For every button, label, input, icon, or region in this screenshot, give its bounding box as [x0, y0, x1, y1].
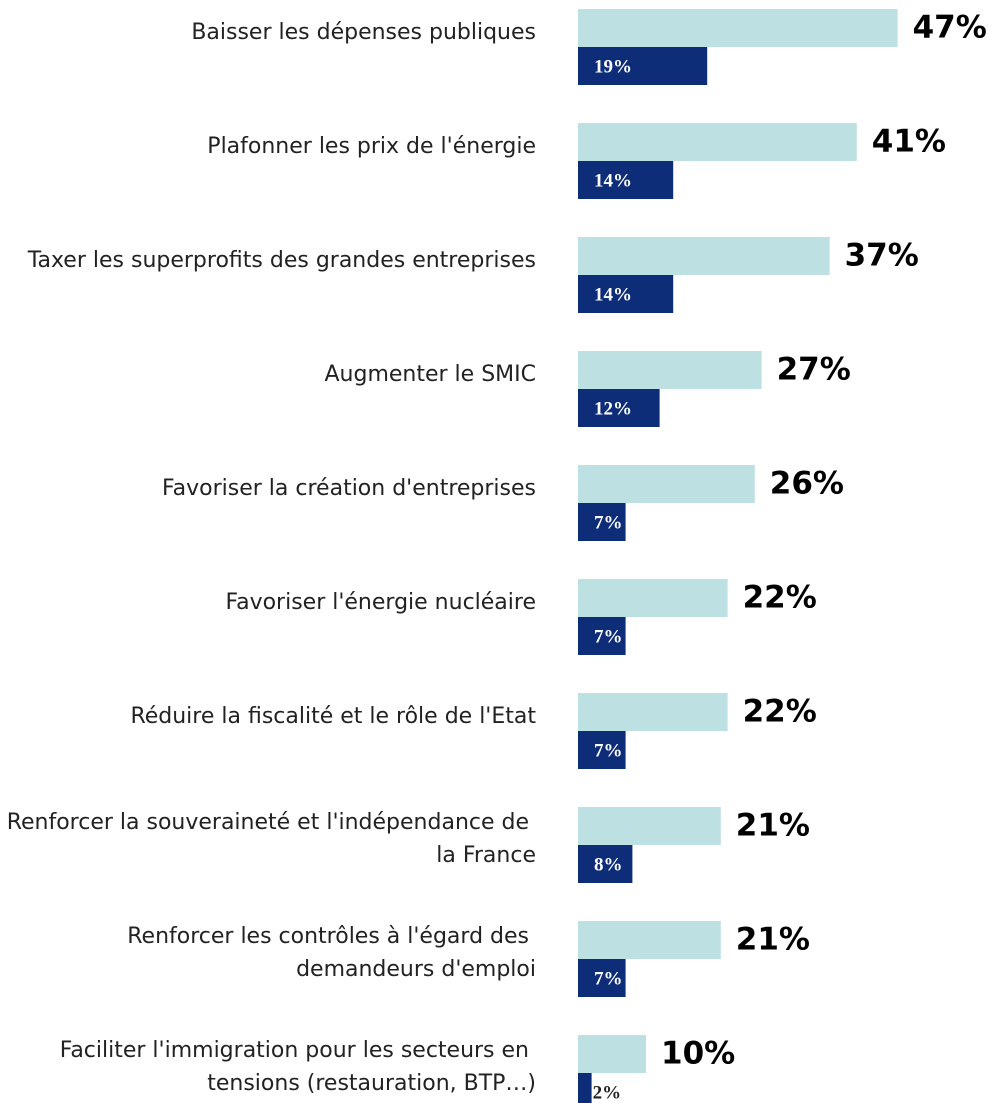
value-label: 7%: [594, 512, 623, 533]
category-label: Taxer les superprofits des grandes entre…: [27, 248, 536, 273]
value-label: 7%: [594, 968, 623, 989]
category-label: Faciliter l'immigration pour les secteur…: [60, 1038, 536, 1096]
bar: [578, 1073, 592, 1103]
category-label: Réduire la fiscalité et le rôle de l'Eta…: [130, 704, 536, 729]
bar: [578, 237, 830, 275]
bar: [578, 1035, 646, 1073]
bar: [578, 921, 721, 959]
bar: [578, 845, 633, 883]
bar: [578, 503, 626, 541]
bar: [578, 617, 626, 655]
category-label: Baisser les dépenses publiques: [191, 20, 536, 45]
bar: [578, 579, 728, 617]
bar: [578, 465, 755, 503]
bar: [578, 351, 762, 389]
value-label: 10%: [661, 1036, 735, 1072]
bar: [578, 161, 674, 199]
bar: [578, 275, 674, 313]
category-label: Renforcer les contrôles à l'égard des de…: [127, 924, 536, 982]
category-label: Favoriser l'énergie nucléaire: [225, 590, 536, 615]
category-label: Plafonner les prix de l'énergie: [207, 134, 536, 159]
value-label: 37%: [845, 238, 919, 274]
value-label: 22%: [743, 580, 817, 616]
value-label: 21%: [736, 922, 810, 958]
value-label: 26%: [770, 466, 844, 502]
bar: [578, 731, 626, 769]
bar: [578, 389, 660, 427]
value-label: 7%: [594, 740, 623, 761]
category-label: Favoriser la création d'entreprises: [162, 476, 536, 501]
value-label: 7%: [594, 626, 623, 647]
value-label: 12%: [594, 398, 632, 419]
value-label: 21%: [736, 808, 810, 844]
value-label: 8%: [594, 854, 623, 875]
bar: [578, 807, 721, 845]
value-label: 27%: [777, 352, 851, 388]
bar: [578, 959, 626, 997]
category-label: Renforcer la souveraineté et l'indépenda…: [7, 810, 536, 868]
bar: [578, 693, 728, 731]
value-label: 47%: [913, 10, 987, 46]
category-label: Augmenter le SMIC: [324, 362, 536, 387]
value-label: 2%: [593, 1082, 622, 1103]
value-label: 22%: [743, 694, 817, 730]
bar: [578, 9, 898, 47]
bar: [578, 47, 708, 85]
value-label: 41%: [872, 124, 946, 160]
value-label: 19%: [594, 56, 632, 77]
value-label: 14%: [594, 170, 632, 191]
value-label: 14%: [594, 284, 632, 305]
bar: [578, 123, 857, 161]
